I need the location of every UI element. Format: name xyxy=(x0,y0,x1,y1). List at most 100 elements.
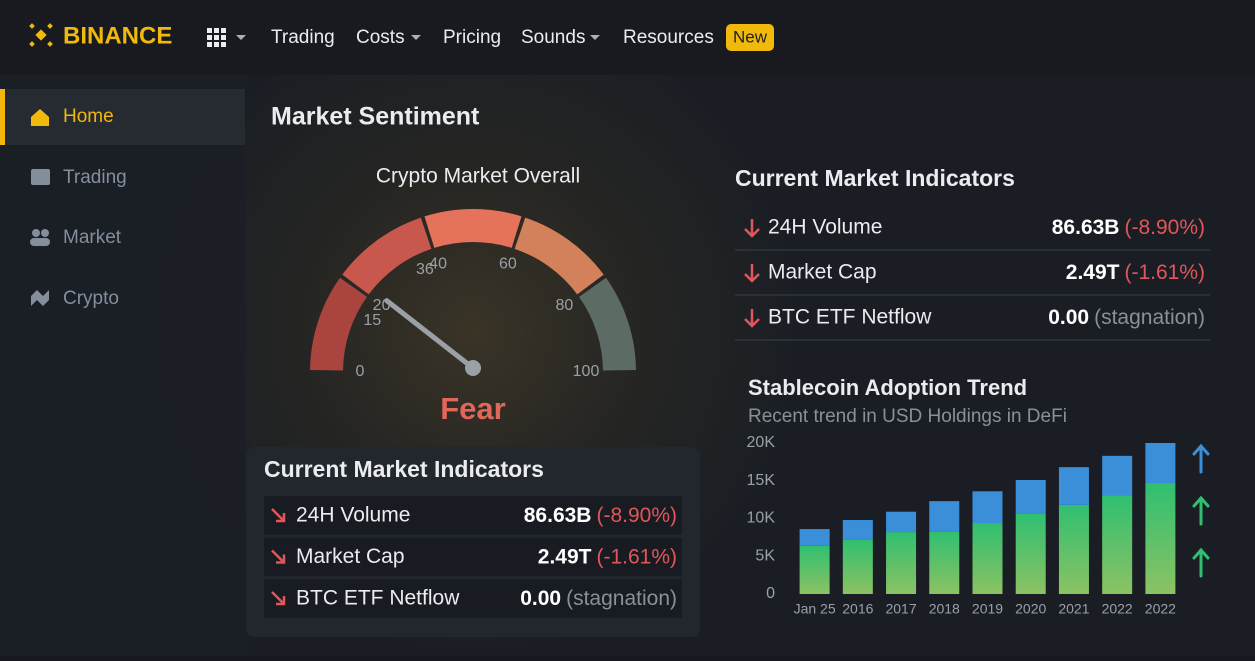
y-tick-label: 15K xyxy=(747,472,776,489)
badge-bg xyxy=(726,24,774,51)
indicator-value: 0.00 (stagnation) xyxy=(1048,306,1205,329)
value: 0.00 xyxy=(1048,306,1089,329)
bar-segment xyxy=(799,545,830,594)
brand[interactable]: BINANCE xyxy=(63,22,172,49)
chart-title: Stablecoin Adoption Trend xyxy=(748,375,1027,400)
sidebar xyxy=(0,75,245,656)
sidebar-item[interactable]: Trading xyxy=(63,167,127,188)
gauge-title: Crypto Market Overall xyxy=(376,165,580,188)
sidebar-item[interactable]: Market xyxy=(63,227,122,248)
bar-segment xyxy=(1145,443,1176,484)
gauge-tick-label: 0 xyxy=(356,363,365,380)
change: (stagnation) xyxy=(1094,306,1205,329)
page-title: Market Sentiment xyxy=(271,103,480,131)
value: 2.49T xyxy=(538,545,592,568)
chart: 0 5K 10K 15K 20K Jan 25 2016 2017 2018 2019 2020 20… xyxy=(747,434,1177,616)
nav-item[interactable]: Pricing xyxy=(443,27,501,48)
bar-segment xyxy=(842,539,873,594)
down-arrow xyxy=(744,219,760,238)
sidebar-item[interactable]: Crypto xyxy=(63,288,119,309)
down-arrow xyxy=(744,309,760,328)
active-indicator xyxy=(0,89,5,145)
indicator-label: Market Cap xyxy=(768,261,877,284)
bar-segment xyxy=(972,491,1003,524)
gauge-segment xyxy=(342,217,432,295)
x-tick-label: 2022 xyxy=(1102,601,1133,617)
bar-segment xyxy=(929,531,960,594)
indicators-title: Current Market Indicators xyxy=(264,456,544,482)
down-arrow xyxy=(271,591,286,606)
down-arrow xyxy=(271,549,286,564)
gauge-tick-label: 80 xyxy=(556,297,574,314)
value: 86.63B xyxy=(1052,216,1120,239)
users-icon xyxy=(30,229,50,246)
down-arrow xyxy=(271,508,286,523)
bar-segment xyxy=(1058,504,1089,594)
indicator-value: 86.63B (-8.90%) xyxy=(1052,216,1205,239)
gauge-segment xyxy=(514,217,604,295)
bar-segment xyxy=(799,529,830,546)
indicator-value: 2.49T (-1.61%) xyxy=(1066,261,1205,284)
indicator-value: 2.49T (-1.61%) xyxy=(538,545,677,568)
bar-segment xyxy=(1015,513,1046,594)
indicators-title: Current Market Indicators xyxy=(735,165,1015,191)
change: (-8.90%) xyxy=(596,504,677,527)
x-tick-label: 2016 xyxy=(842,601,873,617)
y-tick-label: 5K xyxy=(755,547,775,564)
apps-icon[interactable] xyxy=(207,28,246,47)
gauge-segment xyxy=(424,208,522,248)
caret xyxy=(411,35,421,40)
indicator-label: 24H Volume xyxy=(296,504,410,527)
bar-segment xyxy=(972,523,1003,594)
nav-item[interactable]: Costs xyxy=(356,27,405,48)
value: 2.49T xyxy=(1066,261,1120,284)
bar-segment xyxy=(1102,495,1133,594)
indicator-label: 24H Volume xyxy=(768,216,882,239)
home-icon xyxy=(31,109,49,126)
row-bg xyxy=(264,496,682,535)
badge: New xyxy=(733,27,768,46)
nav-item[interactable]: Resources xyxy=(623,27,714,48)
bar-segment xyxy=(1145,483,1176,594)
bar-segment xyxy=(1102,455,1133,496)
gauge-tick-label: 100 xyxy=(573,363,600,380)
gauge-segment xyxy=(579,277,636,371)
gauge-tick-label: 36 xyxy=(416,261,434,278)
indicator-label: Market Cap xyxy=(296,545,405,568)
x-tick-label: Jan 25 xyxy=(794,601,836,617)
value: 0.00 xyxy=(520,587,561,610)
bar-segment xyxy=(1015,479,1046,514)
indicators: Current Market Indicators 24H Volume 86.63… xyxy=(264,165,1210,618)
value: 86.63B xyxy=(524,504,592,527)
bar-segment xyxy=(886,532,917,594)
sidebar-item[interactable]: Home xyxy=(63,106,114,127)
crypto-icon xyxy=(31,290,49,306)
indicator-value: 86.63B (-8.90%) xyxy=(524,504,677,527)
x-tick-label: 2018 xyxy=(929,601,960,617)
wallet-icon xyxy=(31,169,50,185)
x-tick-label: 2020 xyxy=(1015,601,1046,617)
change: (-1.61%) xyxy=(1124,261,1205,284)
x-tick-label: 2017 xyxy=(885,601,916,617)
indicator-label: BTC ETF Netflow xyxy=(768,306,932,329)
bar-segment xyxy=(842,520,873,540)
x-tick-label: 2019 xyxy=(972,601,1003,617)
bar-segment xyxy=(1058,467,1089,505)
x-tick-label: 2021 xyxy=(1058,601,1089,617)
caret xyxy=(590,35,600,40)
chart-subtitle: Recent trend in USD Holdings in DeFi xyxy=(748,406,1067,427)
y-tick-label: 20K xyxy=(747,434,776,451)
gauge-tick-label: 40 xyxy=(429,256,447,273)
y-tick-label: 0 xyxy=(766,585,775,602)
y-tick-label: 10K xyxy=(747,510,776,527)
nav-item[interactable]: Trading xyxy=(271,27,335,48)
bar-segment xyxy=(886,511,917,533)
down-arrow xyxy=(744,264,760,283)
bar-segment xyxy=(929,501,960,532)
change: (stagnation) xyxy=(566,587,677,610)
nav-item[interactable]: Sounds xyxy=(521,27,585,48)
indicator-value: 0.00 (stagnation) xyxy=(520,587,677,610)
gauge-label: Fear xyxy=(440,391,505,426)
